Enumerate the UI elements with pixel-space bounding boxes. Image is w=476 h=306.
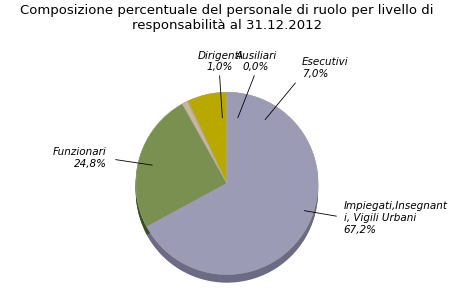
Text: Ausiliari
0,0%: Ausiliari 0,0% (235, 50, 276, 72)
Wedge shape (188, 99, 227, 190)
Wedge shape (136, 111, 227, 234)
Wedge shape (147, 93, 317, 276)
Text: Esecutivi
7,0%: Esecutivi 7,0% (301, 57, 347, 79)
Wedge shape (182, 110, 227, 192)
Wedge shape (147, 92, 317, 274)
Wedge shape (136, 106, 227, 229)
Wedge shape (187, 104, 227, 187)
Wedge shape (136, 110, 227, 233)
Wedge shape (147, 97, 317, 279)
Text: Funzionari
24,8%: Funzionari 24,8% (53, 147, 106, 169)
Text: Dirigenti
1,0%: Dirigenti 1,0% (197, 50, 241, 72)
Wedge shape (187, 103, 227, 186)
Wedge shape (182, 103, 227, 186)
Wedge shape (136, 109, 227, 231)
Wedge shape (136, 104, 227, 227)
Wedge shape (188, 93, 227, 185)
Wedge shape (147, 95, 317, 277)
Wedge shape (182, 105, 227, 187)
Wedge shape (187, 102, 227, 185)
Wedge shape (187, 108, 227, 190)
Wedge shape (188, 95, 227, 186)
Wedge shape (182, 103, 227, 185)
Wedge shape (182, 101, 227, 183)
Wedge shape (147, 99, 317, 282)
Wedge shape (187, 107, 227, 189)
Wedge shape (147, 98, 317, 280)
Wedge shape (147, 100, 317, 283)
Wedge shape (188, 92, 227, 183)
Wedge shape (187, 101, 227, 183)
Wedge shape (182, 108, 227, 190)
Wedge shape (182, 106, 227, 188)
Wedge shape (187, 109, 227, 192)
Wedge shape (147, 92, 317, 274)
Wedge shape (136, 112, 227, 235)
Wedge shape (187, 101, 227, 183)
Title: Composizione percentuale del personale di ruolo per livello di
responsabilità al: Composizione percentuale del personale d… (20, 4, 433, 32)
Wedge shape (188, 98, 227, 189)
Wedge shape (188, 96, 227, 187)
Text: Impiegati,Insegnant
i, Vigili Urbani
67,2%: Impiegati,Insegnant i, Vigili Urbani 67,… (343, 201, 446, 235)
Wedge shape (188, 100, 227, 192)
Wedge shape (136, 105, 227, 228)
Wedge shape (136, 104, 227, 227)
Wedge shape (188, 97, 227, 188)
Wedge shape (187, 106, 227, 188)
Wedge shape (147, 96, 317, 278)
Wedge shape (188, 92, 227, 183)
Wedge shape (182, 101, 227, 183)
Wedge shape (182, 107, 227, 189)
Wedge shape (136, 107, 227, 230)
